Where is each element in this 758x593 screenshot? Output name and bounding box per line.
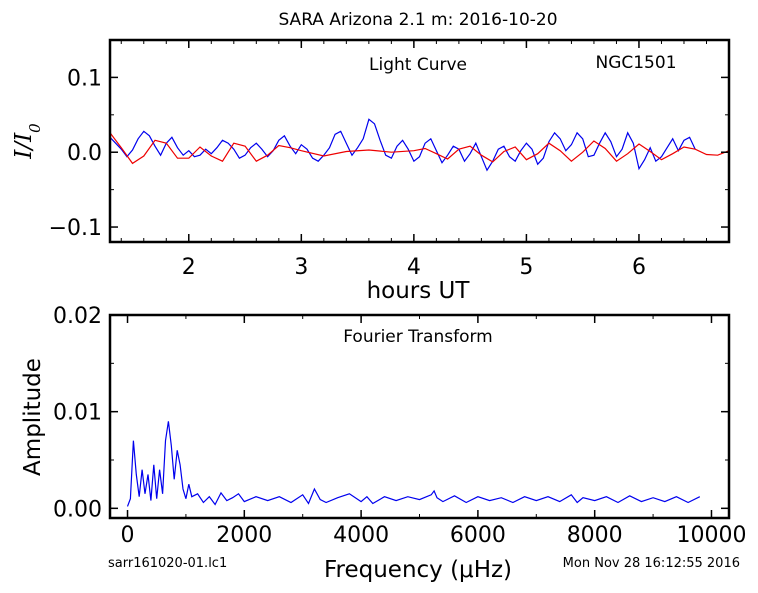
fourier-xlabel: Frequency (μHz) <box>324 557 512 583</box>
footer-timestamp: Mon Nov 28 16:12:55 2016 <box>563 556 740 571</box>
x-tick-label: 8000 <box>567 523 623 548</box>
x-tick-label: 3 <box>294 255 308 280</box>
light-curve-panel: Light Curve NGC1501 hours UT I/I0 2 3 4 5 6 −… <box>11 38 731 304</box>
x-tick-label: 6 <box>632 255 646 280</box>
footer-filename: sarr161020-01.lc1 <box>108 556 227 571</box>
fourier-transform-label: Fourier Transform <box>343 327 492 347</box>
x-tick-label: 0 <box>121 523 135 548</box>
x-tick-label: 4000 <box>333 523 389 548</box>
light-curve-xlabel: hours UT <box>367 278 471 304</box>
x-tick-label: 4 <box>407 255 421 280</box>
y-tick-label: 0.0 <box>67 141 102 166</box>
fourier-panel: Fourier Transform Frequency (μHz) Amplit… <box>20 304 746 583</box>
series-line-1 <box>110 132 729 165</box>
y-tick-label: −0.1 <box>49 216 102 241</box>
figure-title: SARA Arizona 2.1 m: 2016-10-20 <box>278 10 557 30</box>
y-tick-label: 0.1 <box>67 66 102 91</box>
x-tick-label: 10000 <box>676 523 746 548</box>
light-curve-ylabel: I/I0 <box>11 123 44 160</box>
y-tick-label: 0.00 <box>53 497 102 522</box>
x-tick-label: 6000 <box>450 523 506 548</box>
y-tick-label: 0.01 <box>53 401 102 426</box>
x-tick-label: 2000 <box>216 523 272 548</box>
series-line-0 <box>110 118 696 172</box>
plot-frame <box>108 313 731 520</box>
fourier-ylabel: Amplitude <box>20 358 46 476</box>
plot-frame <box>108 38 731 244</box>
light-curve-label: Light Curve <box>369 55 467 75</box>
x-tick-label: 5 <box>519 255 533 280</box>
x-tick-label: 2 <box>182 255 196 280</box>
y-tick-label: 0.02 <box>53 304 102 329</box>
series-line-0 <box>126 421 701 507</box>
object-name-label: NGC1501 <box>595 53 676 73</box>
